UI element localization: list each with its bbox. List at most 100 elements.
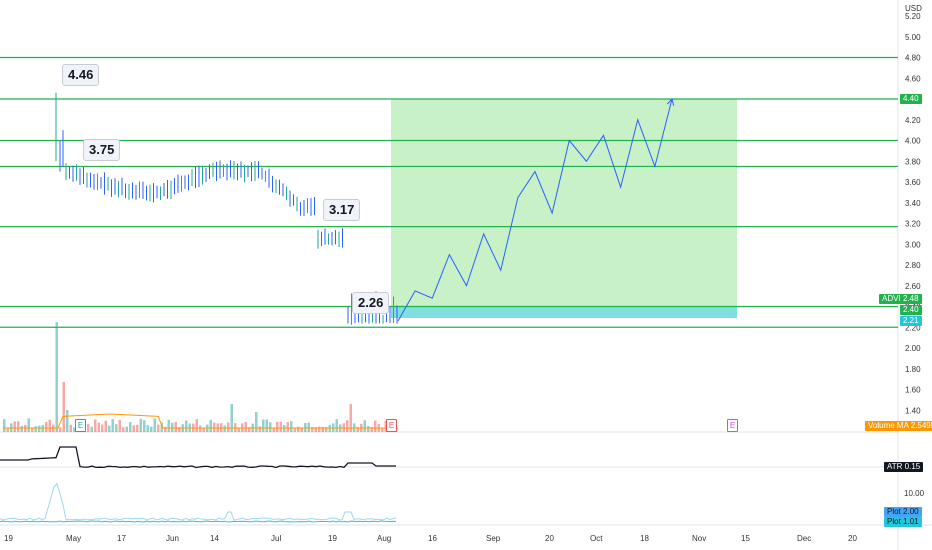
price-tick-label: 2.80 bbox=[905, 261, 921, 270]
volume-bar bbox=[370, 426, 373, 432]
date-tick-label: Aug bbox=[377, 534, 391, 543]
atr-label: ATR bbox=[887, 462, 903, 471]
volume-bar bbox=[115, 424, 118, 432]
volume-bar bbox=[143, 420, 146, 432]
atr-tag: ATR 0.15 bbox=[884, 462, 924, 472]
volume-bar bbox=[209, 419, 212, 432]
volume-bar bbox=[321, 426, 324, 432]
price-tag-4-40: 4.40 bbox=[900, 94, 922, 104]
volume-bar bbox=[27, 418, 30, 432]
projection-zone-cyan bbox=[391, 306, 737, 318]
volume-bar bbox=[314, 427, 317, 432]
volume-bar bbox=[244, 421, 247, 432]
volume-bar bbox=[384, 420, 387, 432]
volume-bar bbox=[20, 425, 23, 432]
projection-zone-green[interactable] bbox=[391, 99, 737, 318]
date-tick-label: 20 bbox=[848, 534, 857, 543]
volume-bar bbox=[349, 404, 352, 432]
volume-bar bbox=[171, 422, 174, 432]
volume-bar bbox=[293, 427, 296, 432]
date-tick-label: 16 bbox=[428, 534, 437, 543]
callout-jul[interactable]: 3.17 bbox=[323, 199, 361, 221]
price-tick-label: 4.80 bbox=[905, 54, 921, 63]
volume-bar bbox=[136, 424, 139, 432]
volume-bar bbox=[174, 421, 177, 432]
projection-zone[interactable] bbox=[391, 99, 737, 318]
price-tick-label: 1.60 bbox=[905, 386, 921, 395]
volume-bar bbox=[108, 425, 111, 432]
date-tick-label: 19 bbox=[328, 534, 337, 543]
volume-bar bbox=[283, 425, 286, 432]
volume-bar bbox=[97, 422, 100, 432]
volume-bar bbox=[31, 427, 34, 432]
date-tick-label: 14 bbox=[210, 534, 219, 543]
volume-bar bbox=[311, 427, 314, 432]
earnings-badge-aug[interactable]: E bbox=[386, 419, 397, 432]
volume-bar bbox=[90, 426, 93, 432]
currency-label: USD bbox=[905, 4, 922, 13]
last-price-tag: 2.48 bbox=[900, 294, 922, 304]
volume-bar bbox=[258, 426, 261, 432]
volume-bar bbox=[307, 422, 310, 432]
volume-bar bbox=[356, 426, 359, 432]
volume-bar bbox=[363, 420, 366, 432]
plot1-line bbox=[0, 482, 397, 521]
volume-bar bbox=[279, 421, 282, 432]
volume-bar bbox=[38, 425, 41, 432]
callout-low[interactable]: 2.26 bbox=[352, 292, 390, 314]
callout-mid[interactable]: 3.75 bbox=[83, 139, 121, 161]
date-tick-label: Sep bbox=[486, 534, 501, 543]
volume-bar bbox=[73, 427, 76, 432]
volume-bar bbox=[318, 426, 321, 432]
volume-bar bbox=[59, 427, 62, 432]
price-tick-label: 4.60 bbox=[905, 74, 921, 83]
earnings-badge-future[interactable]: E bbox=[727, 419, 738, 432]
volume-bar bbox=[139, 418, 142, 432]
volume-bar bbox=[87, 424, 90, 432]
volume-bar bbox=[157, 424, 160, 432]
volume-bar bbox=[122, 427, 125, 432]
volume-bar bbox=[262, 419, 265, 432]
date-tick-label: 20 bbox=[545, 534, 554, 543]
forecast-path[interactable] bbox=[397, 97, 675, 322]
horizontal-levels[interactable] bbox=[0, 56, 898, 328]
volume-bar bbox=[66, 410, 69, 432]
price-tag-2-40: 2.40 bbox=[900, 305, 922, 315]
price-tick-label: 1.80 bbox=[905, 365, 921, 374]
date-tick-label: Nov bbox=[692, 534, 706, 543]
volume-bars bbox=[3, 322, 398, 432]
price-tick-label: 2.00 bbox=[905, 344, 921, 353]
volume-bar bbox=[104, 420, 107, 432]
volume-bar bbox=[164, 426, 167, 432]
volume-bar bbox=[111, 419, 114, 432]
earnings-badge-may[interactable]: E bbox=[75, 419, 86, 432]
bottom-pane-tick: 10.00 bbox=[904, 489, 925, 498]
volume-bar bbox=[297, 426, 300, 432]
plot1-value: 2.00 bbox=[903, 507, 919, 516]
price-tick-label: 2.20 bbox=[905, 323, 921, 332]
volume-bar bbox=[13, 421, 16, 432]
price-axis[interactable]: 5.205.004.804.604.404.204.003.803.603.40… bbox=[905, 12, 921, 415]
callout-high[interactable]: 4.46 bbox=[62, 64, 100, 86]
date-axis[interactable]: 19 May 17 Jun 14 Jul 19 Aug 16 Sep 20 Oct 18 Nov 15 Dec… bbox=[4, 534, 857, 543]
volume-bar bbox=[269, 422, 272, 432]
price-tick-label: 3.40 bbox=[905, 199, 921, 208]
date-tick-label: Dec bbox=[797, 534, 811, 543]
volume-bar bbox=[195, 419, 198, 432]
volume-bar bbox=[276, 421, 279, 432]
price-tick-label: 2.60 bbox=[905, 282, 921, 291]
volume-bar bbox=[6, 427, 9, 432]
volume-bar bbox=[146, 425, 149, 432]
date-tick-label: 18 bbox=[640, 534, 649, 543]
plot1-tag: Plot 2.00 bbox=[884, 507, 922, 517]
plot2-tag: Plot 1.01 bbox=[884, 517, 922, 527]
forecast-line[interactable] bbox=[397, 98, 673, 322]
price-tick-label: 1.40 bbox=[905, 406, 921, 415]
volume-bar bbox=[199, 425, 202, 432]
date-tick-label: 19 bbox=[4, 534, 13, 543]
volume-ma-label: Volume MA bbox=[868, 421, 909, 430]
ticker-tag: ADVM bbox=[879, 294, 909, 304]
price-tag-2-21: 2.21 bbox=[900, 316, 922, 326]
volume-bar bbox=[132, 425, 135, 432]
